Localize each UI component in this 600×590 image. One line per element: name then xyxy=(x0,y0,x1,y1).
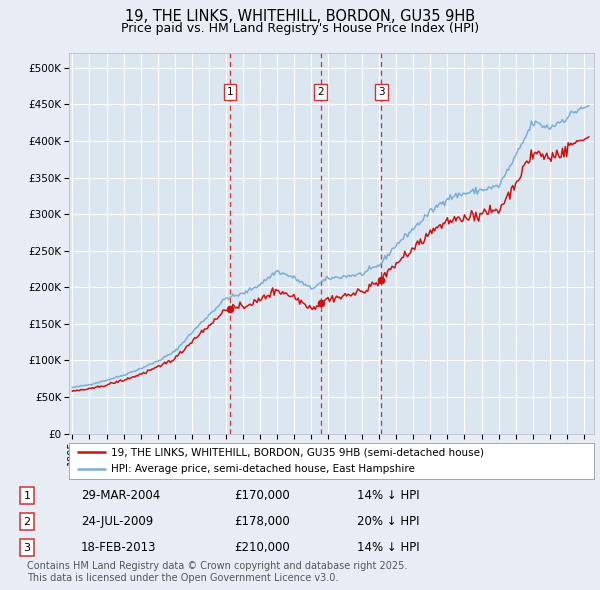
Text: This data is licensed under the Open Government Licence v3.0.: This data is licensed under the Open Gov… xyxy=(27,573,338,583)
Text: £210,000: £210,000 xyxy=(234,541,290,554)
Text: 29-MAR-2004: 29-MAR-2004 xyxy=(81,489,160,502)
Text: 1: 1 xyxy=(23,491,31,500)
Text: Contains HM Land Registry data © Crown copyright and database right 2025.: Contains HM Land Registry data © Crown c… xyxy=(27,562,407,571)
Text: 2: 2 xyxy=(317,87,324,97)
Text: 3: 3 xyxy=(23,543,31,552)
Text: 24-JUL-2009: 24-JUL-2009 xyxy=(81,515,153,528)
Text: £178,000: £178,000 xyxy=(234,515,290,528)
Text: 19, THE LINKS, WHITEHILL, BORDON, GU35 9HB: 19, THE LINKS, WHITEHILL, BORDON, GU35 9… xyxy=(125,9,475,24)
Text: 19, THE LINKS, WHITEHILL, BORDON, GU35 9HB (semi-detached house): 19, THE LINKS, WHITEHILL, BORDON, GU35 9… xyxy=(111,447,484,457)
Text: 18-FEB-2013: 18-FEB-2013 xyxy=(81,541,157,554)
Text: 14% ↓ HPI: 14% ↓ HPI xyxy=(357,489,419,502)
Text: 3: 3 xyxy=(378,87,385,97)
Text: 20% ↓ HPI: 20% ↓ HPI xyxy=(357,515,419,528)
Text: 2: 2 xyxy=(23,517,31,526)
Text: 14% ↓ HPI: 14% ↓ HPI xyxy=(357,541,419,554)
Text: Price paid vs. HM Land Registry's House Price Index (HPI): Price paid vs. HM Land Registry's House … xyxy=(121,22,479,35)
Text: HPI: Average price, semi-detached house, East Hampshire: HPI: Average price, semi-detached house,… xyxy=(111,464,415,474)
Text: £170,000: £170,000 xyxy=(234,489,290,502)
Text: 1: 1 xyxy=(227,87,233,97)
